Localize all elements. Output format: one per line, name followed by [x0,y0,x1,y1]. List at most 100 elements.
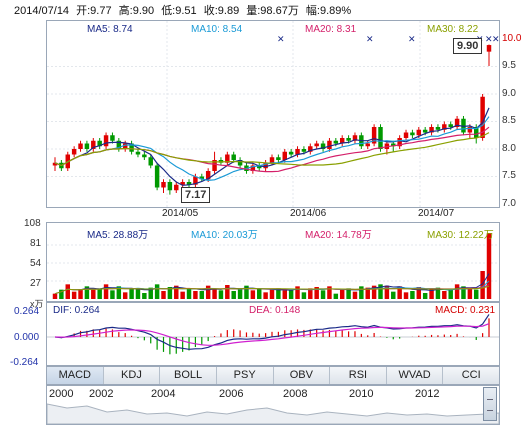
tab-kdj[interactable]: KDJ [104,367,161,384]
info-low: 低:9.51 [161,5,197,17]
candle-body [116,140,122,149]
candle-body [231,154,236,160]
volume-bar [116,286,122,299]
price-tick-8-5: 8.5 [502,115,516,126]
volume-bar [333,293,339,299]
volume-bar [301,292,307,299]
event-marker-icon[interactable]: ✕ [277,34,285,44]
candle-body [193,176,198,185]
volume-ma30-label: MA30: 12.22万 [427,230,494,241]
volume-bar [429,289,434,299]
year-2006: 2006 [219,388,244,400]
volume-tick-81: 81 [30,238,42,249]
candle-body [269,157,275,163]
volume-bar [65,284,70,299]
macd-chart [47,314,499,355]
price-tick-8: 8.0 [502,143,516,154]
year-2000: 2000 [49,388,74,400]
candle-body [154,165,160,188]
price-tick-7-5: 7.5 [502,170,516,181]
tab-psy[interactable]: PSY [217,367,274,384]
year-2002: 2002 [89,388,114,400]
ma30-line [54,132,490,167]
tab-wvad[interactable]: WVAD [387,367,444,384]
volume-bar [403,292,409,299]
candle-body [78,143,83,149]
volume-bar [416,287,422,299]
price-panel[interactable]: ✕✕✕✕✕✕ MA5: 8.74 MA10: 8.54 MA20: 8.31 M… [46,20,500,208]
candle-body [205,171,211,180]
volume-bar [174,285,179,299]
macd-panel[interactable]: DIF: 0.264 DEA: 0.148 MACD: 0.231 [46,302,500,366]
volume-bar [148,287,153,299]
event-marker-icon[interactable]: ✕ [366,34,374,44]
candle-body [186,182,192,185]
volume-bar [276,288,281,299]
candle-body [410,132,415,136]
candle-body [52,162,58,166]
volume-bar [84,286,90,299]
candle-body [486,45,492,52]
volume-bar [397,286,402,299]
volume-ma10-label: MA10: 20.03万 [191,230,258,241]
volume-panel[interactable]: MA5: 28.88万 MA10: 20.03万 MA20: 14.78万 MA… [46,222,500,302]
volume-bar [378,284,383,299]
candle-body [378,127,383,149]
year-2012: 2012 [415,388,440,400]
candle-body [442,124,447,130]
price-ma10-label: MA10: 8.54 [191,24,243,35]
stock-info-bar: 2014/07/14 开:9.77 高:9.90 低:9.51 收:9.89 量… [14,2,355,18]
volume-unit: x万 [30,299,44,309]
candle-body [180,182,185,185]
volume-bar [480,271,485,299]
candle-body [365,143,370,147]
grip-icon [487,399,493,411]
candle-body [320,143,326,149]
volume-bar [314,287,319,299]
candle-body [174,184,179,191]
volume-bar [218,290,224,299]
candle-body [467,127,473,133]
volume-bar [365,287,370,299]
candle-body [448,124,453,127]
candle-body [103,135,109,147]
macd-dea-label: DEA: 0.148 [249,305,301,316]
info-open: 开:9.77 [76,5,112,17]
price-tick-9: 9.0 [502,88,516,99]
candle-body [295,149,300,155]
candle-body [327,140,332,149]
tab-cci[interactable]: CCI [461,369,481,381]
candle-body [257,165,262,169]
volume-bar [78,289,83,299]
volume-bar [71,291,77,299]
candle-body [454,118,460,127]
volume-bar [327,286,332,299]
volume-bar [359,286,364,299]
price-tick-10: 10.0 [502,33,522,44]
candle-body [352,135,358,141]
event-marker-icon[interactable]: ✕ [492,34,499,44]
volume-bar [346,288,351,299]
tab-rsi[interactable]: RSI [330,367,387,384]
candle-body [301,149,307,152]
year-2010: 2010 [349,388,374,400]
date-label-jun: 2014/06 [290,208,327,219]
event-marker-icon[interactable]: ✕ [485,34,493,44]
volume-bar [91,289,96,299]
tab-boll[interactable]: BOLL [160,367,217,384]
price-chart: ✕✕✕✕✕✕ [47,21,499,207]
history-timeline[interactable]: 2000 2002 2004 2006 2008 2010 2012 [46,385,500,425]
candle-body [416,129,422,136]
candle-body [480,96,485,138]
volume-bar [282,290,287,299]
event-marker-icon[interactable]: ✕ [408,34,416,44]
volume-bar [244,285,249,299]
tab-obv[interactable]: OBV [274,367,331,384]
info-volume: 量:98.67万 [246,5,299,17]
price-tick-9-5: 9.5 [502,60,516,71]
candle-body [97,140,102,147]
tab-macd[interactable]: MACD [47,367,104,384]
volume-bar [193,291,198,299]
candle-body [148,157,153,166]
timeline-range-handle[interactable] [483,387,497,421]
